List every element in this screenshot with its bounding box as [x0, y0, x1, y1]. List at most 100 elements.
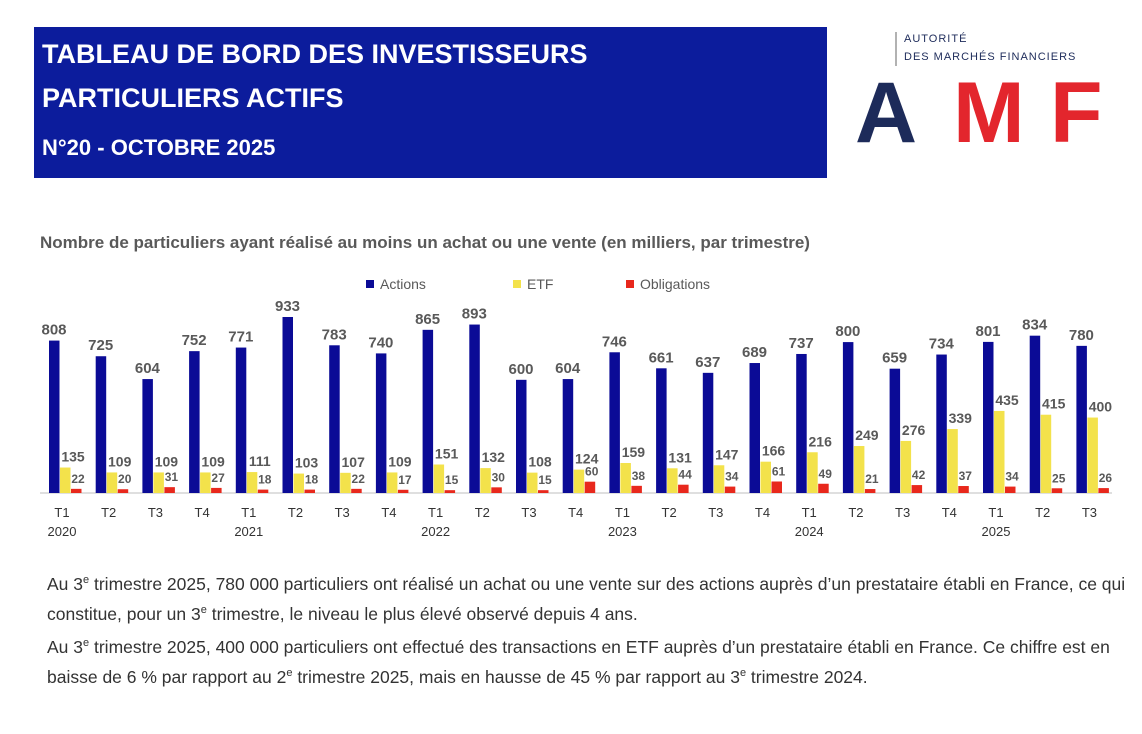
data-label: 808 — [41, 322, 66, 339]
bar — [900, 440, 912, 493]
data-label: 135 — [61, 449, 85, 465]
bar — [375, 353, 387, 493]
x-tick-year: 2025 — [982, 524, 1011, 539]
chart-title: Nombre de particuliers ayant réalisé au … — [40, 233, 810, 252]
x-tick-label: T4 — [942, 505, 957, 520]
bar — [164, 487, 175, 493]
data-label: 109 — [201, 453, 225, 469]
data-label: 801 — [975, 323, 1000, 340]
data-label: 107 — [342, 454, 366, 470]
bar — [60, 467, 71, 493]
x-tick-label: T1 — [54, 505, 69, 520]
bar — [480, 468, 491, 493]
bar — [469, 324, 480, 493]
bar — [527, 472, 538, 493]
data-label: 166 — [762, 443, 786, 459]
bar — [573, 469, 585, 493]
bar — [584, 481, 596, 493]
legend-label: Actions — [380, 276, 426, 292]
x-tick-label: T4 — [568, 505, 583, 520]
data-label: 771 — [228, 329, 253, 346]
data-label: 276 — [902, 422, 926, 438]
data-label: 435 — [995, 392, 1019, 408]
text-run: trimestre 2025, mais en hausse de 45 % p… — [292, 666, 740, 687]
data-label: 109 — [108, 453, 132, 469]
data-label: 131 — [668, 449, 692, 465]
bar — [117, 489, 129, 493]
data-label: 25 — [1052, 471, 1066, 485]
x-tick-label: T1 — [241, 505, 256, 520]
bar — [1087, 417, 1098, 493]
data-label: 740 — [368, 334, 393, 351]
bar — [293, 473, 304, 493]
data-label: 15 — [445, 473, 459, 487]
data-label: 49 — [819, 467, 833, 481]
bar — [257, 489, 269, 493]
data-label: 44 — [678, 468, 692, 482]
bar — [200, 472, 211, 493]
x-tick-year: 2023 — [608, 524, 637, 539]
data-label: 42 — [912, 468, 926, 482]
bar — [911, 485, 923, 493]
x-tick-label: T1 — [428, 505, 443, 520]
data-label: 18 — [305, 473, 319, 487]
bar — [1051, 488, 1063, 493]
bar — [958, 486, 969, 493]
bar — [667, 468, 678, 493]
x-tick-label: T2 — [288, 505, 303, 520]
bar — [397, 489, 409, 493]
data-label: 20 — [118, 472, 132, 486]
data-label: 61 — [772, 464, 786, 478]
x-tick-label: T4 — [755, 505, 770, 520]
text-run: trimestre 2024. — [746, 666, 868, 687]
bar — [724, 486, 736, 493]
text-run: trimestre 2025, 780 000 particuliers ont… — [47, 573, 1126, 624]
bar — [246, 472, 258, 493]
data-label: 26 — [1099, 471, 1113, 485]
data-label: 746 — [602, 333, 627, 350]
data-label: 31 — [165, 470, 179, 484]
bar — [631, 485, 642, 493]
bar — [818, 483, 829, 493]
bar — [760, 461, 771, 493]
data-label: 60 — [585, 465, 599, 479]
data-label: 637 — [695, 354, 720, 371]
bar — [153, 472, 164, 493]
bar — [386, 472, 398, 493]
text-run: Au 3 — [47, 573, 83, 594]
data-label: 38 — [632, 469, 646, 483]
data-label: 18 — [258, 473, 272, 487]
superscript: e — [739, 666, 747, 679]
data-label: 415 — [1042, 396, 1066, 412]
x-tick-label: T1 — [988, 505, 1003, 520]
bar — [142, 379, 153, 493]
data-label: 604 — [135, 360, 161, 377]
data-label: 30 — [492, 470, 506, 484]
bar — [771, 481, 782, 493]
data-label: 737 — [789, 335, 814, 352]
x-tick-label: T4 — [195, 505, 210, 520]
legend-label: Obligations — [640, 276, 710, 292]
logo-letter: F — [1050, 65, 1103, 161]
data-label: 111 — [249, 453, 271, 469]
x-tick-label: T3 — [895, 505, 910, 520]
text-run: trimestre, le niveau le plus élevé obser… — [206, 603, 638, 624]
bar — [889, 368, 901, 493]
logo-text: AUTORITÉ — [904, 32, 967, 45]
bar — [947, 429, 958, 493]
superscript: e — [200, 603, 207, 616]
x-tick-year: 2022 — [421, 524, 450, 539]
data-label: 600 — [508, 361, 533, 378]
data-label: 109 — [155, 453, 179, 469]
bar — [422, 329, 434, 493]
header-issue: N°20 - OCTOBRE 2025 — [42, 135, 276, 160]
bar — [340, 472, 351, 493]
bar — [994, 410, 1005, 493]
x-tick-label: T4 — [381, 505, 396, 520]
bar — [562, 379, 574, 493]
bar — [235, 347, 247, 493]
x-tick-label: T2 — [1035, 505, 1050, 520]
bar — [211, 487, 222, 493]
